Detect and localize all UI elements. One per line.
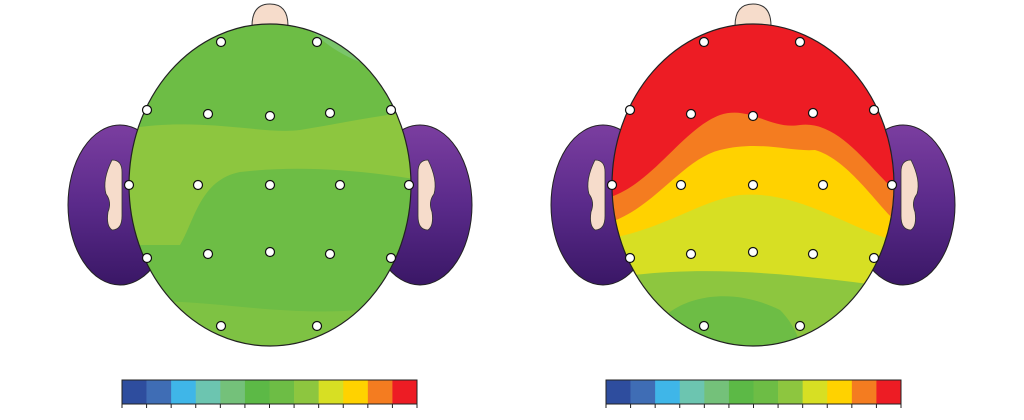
electrode — [141, 252, 153, 264]
color-swatch — [294, 380, 319, 404]
color-swatch — [778, 380, 803, 404]
color-swatch — [704, 380, 730, 404]
nose — [251, 3, 289, 27]
electrode — [324, 107, 336, 119]
color-swatch — [318, 380, 344, 404]
color-swatch — [753, 380, 779, 404]
electrode — [334, 179, 346, 191]
color-swatch — [606, 380, 631, 404]
color-swatch — [630, 380, 656, 404]
color-swatch — [802, 380, 828, 404]
electrode — [794, 36, 806, 48]
electrode — [794, 320, 806, 332]
color-swatch — [655, 380, 681, 404]
electrode — [817, 179, 829, 191]
electrode — [886, 179, 898, 191]
electrode — [403, 179, 415, 191]
color-swatch — [146, 380, 172, 404]
electrode — [215, 320, 227, 332]
electrode — [311, 36, 323, 48]
electrode — [807, 248, 819, 260]
electrode — [385, 252, 397, 264]
color-swatch — [876, 380, 902, 404]
electrode — [264, 179, 276, 191]
electrode — [685, 248, 697, 260]
head-left — [67, 3, 473, 347]
electrode — [868, 252, 880, 264]
electrode — [685, 108, 697, 120]
electrode — [868, 104, 880, 116]
electrode — [264, 246, 276, 258]
electrode — [141, 104, 153, 116]
color-swatch — [679, 380, 705, 404]
ear-inner — [104, 159, 123, 231]
electrodes — [123, 36, 415, 332]
color-swatch — [269, 380, 295, 404]
electrode — [747, 179, 759, 191]
color-swatch — [851, 380, 877, 404]
electrode — [606, 179, 618, 191]
electrode — [202, 108, 214, 120]
nose — [734, 3, 772, 27]
electrode — [324, 248, 336, 260]
color-swatch — [728, 380, 754, 404]
electrode — [675, 179, 687, 191]
electrode — [698, 36, 710, 48]
electrode — [698, 320, 710, 332]
electrode — [192, 179, 204, 191]
electrode — [264, 110, 276, 122]
color-swatch — [343, 380, 369, 404]
color-swatch — [171, 380, 197, 404]
color-swatch — [195, 380, 221, 404]
electrode — [747, 246, 759, 258]
ear-inner — [417, 159, 436, 231]
electrode — [624, 252, 636, 264]
color-swatch — [122, 380, 147, 404]
color-swatch — [244, 380, 270, 404]
electrode — [311, 320, 323, 332]
color-swatch — [392, 380, 418, 404]
ear-inner — [587, 159, 606, 231]
electrode — [123, 179, 135, 191]
electrode — [385, 104, 397, 116]
topo-map — [612, 24, 894, 346]
color-swatch — [827, 380, 853, 404]
head-right — [550, 3, 956, 347]
electrode — [202, 248, 214, 260]
electrode — [624, 104, 636, 116]
color-swatch — [220, 380, 246, 404]
electrode — [215, 36, 227, 48]
electrode — [747, 110, 759, 122]
colorbars — [121, 379, 902, 408]
electrode — [807, 107, 819, 119]
color-swatch — [367, 380, 393, 404]
electrodes — [606, 36, 898, 332]
ear-inner — [900, 159, 919, 231]
